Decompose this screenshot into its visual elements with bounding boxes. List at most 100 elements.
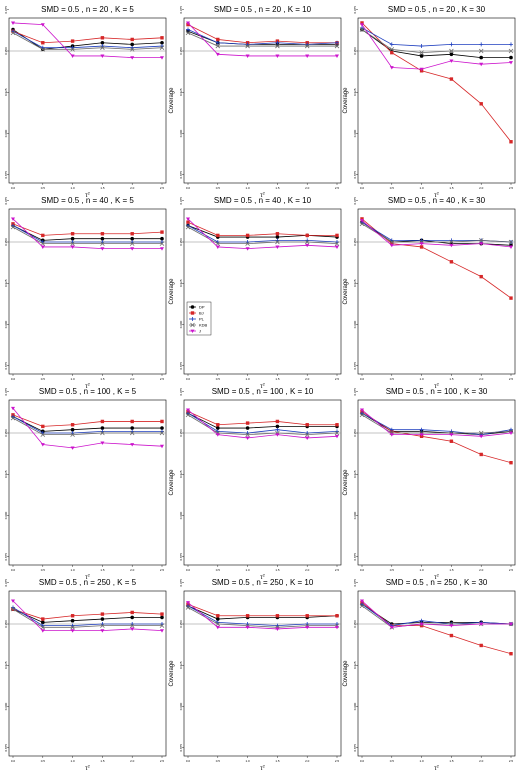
- x-tick-label: 1.5: [275, 759, 280, 763]
- data-point: [215, 433, 220, 437]
- series-line: [361, 220, 512, 248]
- series-line: [187, 226, 338, 245]
- data-point: [275, 627, 280, 631]
- series-line: [12, 417, 162, 436]
- data-point: [40, 245, 45, 249]
- x-axis-label: τ2: [434, 382, 439, 391]
- data-point: [130, 627, 135, 631]
- data-point: [40, 241, 46, 246]
- y-tick-label: 0.875: [4, 553, 8, 561]
- x-tick-label: 2.5: [335, 186, 340, 190]
- x-axis-label: τ2: [260, 382, 265, 391]
- x-tick-label: 1.0: [420, 186, 425, 190]
- x-axis-label-superscript: 2: [88, 764, 91, 769]
- panel-title: SMD = 0.5 , n = 250 , K = 5: [39, 578, 137, 587]
- data-point: [70, 625, 75, 630]
- y-tick-label: 0.875: [353, 171, 357, 179]
- x-axis-label: τ2: [434, 191, 439, 200]
- data-point: [100, 419, 105, 424]
- x-tick-label: 2.0: [479, 759, 484, 763]
- series-line: [12, 416, 162, 432]
- x-tick-label: 1.5: [275, 377, 280, 381]
- data-point: [245, 432, 250, 437]
- x-tick-label: 0.0: [186, 377, 191, 381]
- x-axis-label: τ2: [85, 191, 90, 200]
- data-point: [130, 247, 135, 251]
- data-point: [335, 434, 339, 439]
- series-line: [187, 22, 337, 57]
- x-tick-label: 0.5: [41, 759, 46, 763]
- series-line: [187, 602, 337, 630]
- data-point: [275, 239, 280, 245]
- data-point: [449, 243, 454, 248]
- chart-panel: SMD = 0.5 , n = 20 , K = 30 0.875 0.900 0.9…: [343, 5, 516, 200]
- x-tick-label: 1.0: [420, 377, 425, 381]
- data-point: [70, 629, 75, 633]
- series-line: [361, 414, 512, 434]
- data-point: [245, 426, 250, 430]
- x-tick-label: 1.0: [246, 759, 251, 763]
- data-point: [478, 48, 484, 54]
- data-point: [389, 66, 394, 70]
- series-line: [187, 411, 337, 426]
- data-point: [360, 23, 364, 27]
- y-tick-label: 0.900: [4, 702, 8, 710]
- data-point: [359, 221, 365, 227]
- data-point: [509, 622, 513, 626]
- x-tick-label: 2.5: [509, 186, 514, 190]
- chart-panel: SMD = 0.5 , n = 250 , K = 30 0.875 0.900 0.…: [343, 578, 516, 772]
- data-point: [216, 617, 220, 621]
- y-axis-label: Coverage: [169, 87, 175, 114]
- data-point: [335, 54, 339, 58]
- data-point: [305, 614, 309, 618]
- plot-frame: [183, 208, 342, 375]
- data-point: [479, 434, 484, 439]
- data-point: [335, 423, 339, 427]
- data-point: [40, 432, 46, 437]
- data-point: [509, 652, 513, 656]
- legend-label: KDB: [199, 323, 208, 328]
- chart-panel: SMD = 0.5 , n = 250 , K = 10 0.875 0.900 0.…: [169, 578, 342, 772]
- x-axis-label: τ2: [434, 764, 439, 771]
- legend-label: BJ: [199, 311, 204, 316]
- data-point: [334, 43, 340, 49]
- y-tick-label: 0.950: [179, 620, 183, 628]
- x-tick-label: 2.5: [335, 568, 340, 572]
- series-line: [187, 225, 338, 243]
- data-point: [130, 232, 134, 236]
- series-line: [12, 608, 162, 623]
- data-point: [185, 224, 191, 230]
- x-axis-label-superscript: 2: [88, 191, 91, 196]
- data-point: [70, 47, 75, 52]
- data-point: [185, 30, 191, 36]
- series-line: [187, 218, 338, 250]
- chart-panel: SMD = 0.5 , n = 100 , K = 30 0.875 0.900 0.…: [343, 387, 516, 581]
- x-tick-label: 2.0: [130, 377, 135, 381]
- data-point: [245, 43, 250, 49]
- data-point: [100, 623, 105, 628]
- data-point: [419, 245, 424, 249]
- chart-panel: SMD = 0.5 , n = 250 , K = 5 0.875 0.900 0.9…: [4, 578, 167, 772]
- y-tick-label: 0.900: [353, 320, 357, 328]
- y-axis-label: Coverage: [343, 278, 349, 305]
- x-tick-label: 0.0: [360, 377, 365, 381]
- data-point: [389, 47, 395, 52]
- x-tick-label: 0.5: [41, 377, 46, 381]
- data-point: [334, 430, 340, 436]
- data-point: [305, 243, 310, 248]
- series-line: [361, 602, 512, 655]
- y-tick-label: 0.925: [353, 88, 357, 96]
- legend-marker: [190, 311, 195, 315]
- data-point: [360, 21, 364, 25]
- data-point: [245, 54, 250, 58]
- data-point: [186, 217, 190, 221]
- data-point: [216, 37, 220, 42]
- x-axis-label-superscript: 2: [437, 191, 440, 196]
- data-point: [479, 622, 484, 626]
- data-point: [275, 245, 280, 249]
- x-tick-label: 0.0: [186, 186, 191, 190]
- y-tick-label: 0.900: [4, 320, 8, 328]
- data-point: [215, 43, 221, 49]
- x-axis-label-superscript: 2: [263, 382, 266, 387]
